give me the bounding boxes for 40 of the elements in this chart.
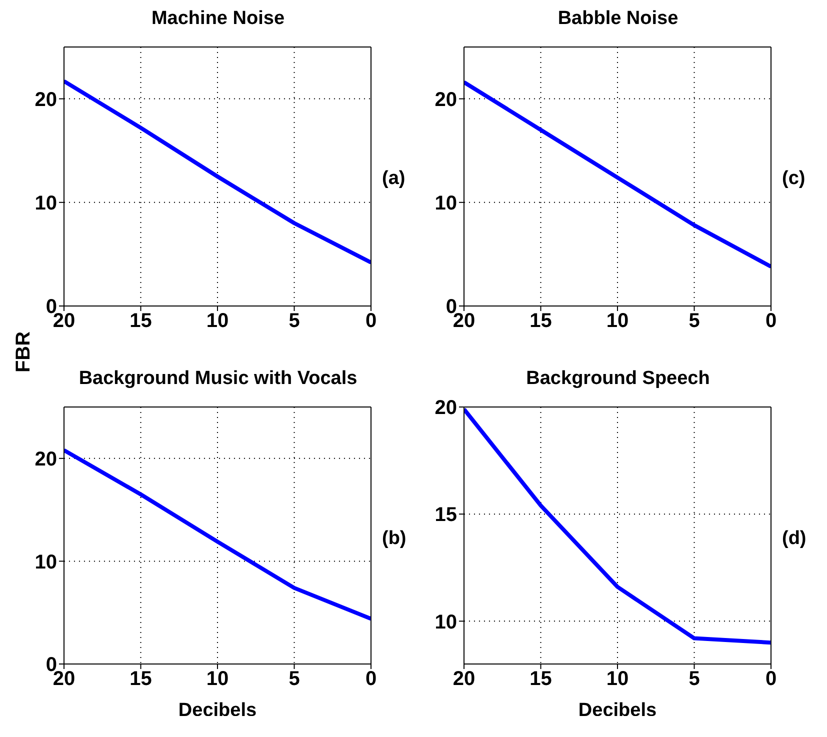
y-tick-label: 10: [434, 192, 457, 214]
x-tick-label: 15: [130, 310, 152, 332]
text: (b): [382, 528, 406, 550]
y-tick-label: 10: [434, 611, 457, 634]
x-tick-label: 5: [688, 668, 700, 690]
x-tick-label: 20: [452, 668, 476, 690]
y-axis-title: FBR: [12, 331, 36, 373]
x-tick-label: 0: [765, 310, 777, 332]
x-axis-title: Decibels: [178, 700, 257, 721]
y-tick-label: 20: [34, 88, 57, 111]
text: (c): [782, 168, 806, 190]
x-tick-label: 0: [765, 668, 777, 690]
x-tick-label: 5: [688, 310, 700, 332]
x-tick-label: 10: [606, 668, 629, 690]
x-tick-label: 0: [365, 310, 377, 332]
chart-title: Background Music with Vocals: [78, 368, 358, 390]
chart-title: Babble Noise: [556, 8, 680, 30]
chart-title: Background Speech: [525, 368, 711, 390]
y-tick-label: 10: [34, 551, 57, 574]
x-tick-label: 15: [530, 310, 552, 332]
x-tick-label: 5: [288, 668, 300, 690]
y-tick-label: 20: [434, 88, 457, 111]
text: (d): [782, 528, 806, 550]
line-series: [64, 79, 371, 264]
text: (a): [382, 168, 406, 190]
chart-title: Machine Noise: [150, 8, 286, 30]
y-tick-label: 10: [34, 192, 57, 214]
x-tick-label: 5: [288, 310, 300, 332]
x-axis-title: Decibels: [578, 700, 657, 721]
x-tick-label: 15: [130, 668, 152, 690]
line-series: [64, 448, 371, 621]
x-tick-label: 10: [606, 310, 629, 332]
y-tick-label: 20: [434, 397, 457, 420]
x-tick-label: 10: [206, 668, 229, 690]
x-tick-label: 15: [530, 668, 552, 690]
x-tick-label: 10: [206, 310, 229, 332]
y-tick-label: 15: [434, 504, 457, 526]
y-tick-label: 20: [34, 448, 57, 470]
x-tick-label: 0: [365, 668, 377, 690]
line-series: [464, 80, 771, 269]
